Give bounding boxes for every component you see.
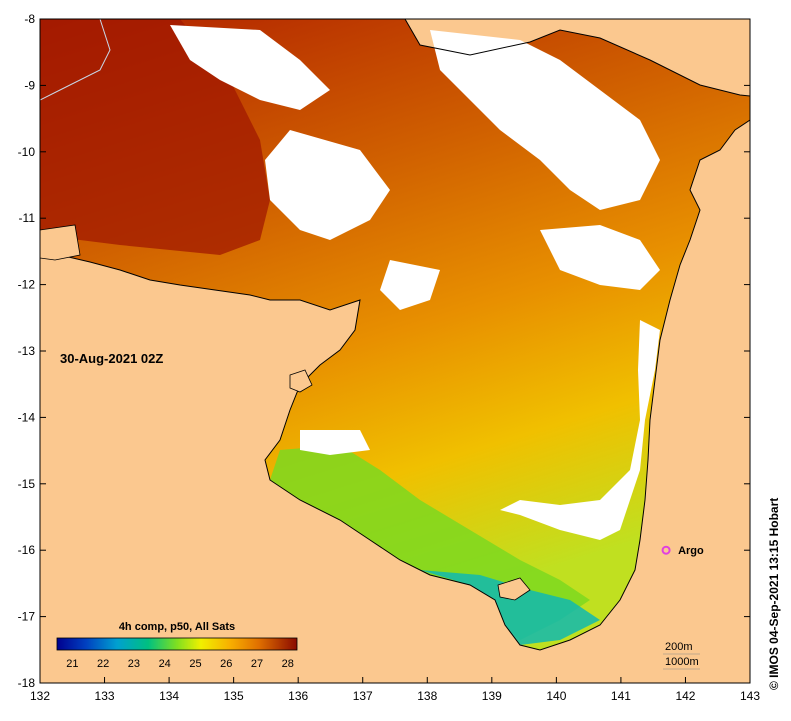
y-tick-label: -18 [18, 676, 36, 690]
sst-coolest-band [420, 570, 600, 645]
x-tick-label: 142 [675, 689, 695, 703]
y-tick-label: -16 [18, 543, 36, 557]
y-tick-label: -8 [24, 12, 35, 26]
x-tick-label: 136 [288, 689, 308, 703]
argo-label: Argo [678, 545, 704, 557]
credit-text: © IMOS 04-Sep-2021 13:15 Hobart [767, 498, 781, 690]
colorbar-label: 25 [189, 658, 201, 670]
colorbar-scale [56, 637, 298, 651]
colorbar-label: 21 [66, 658, 78, 670]
x-tick-label: 143 [740, 689, 760, 703]
island [497, 577, 531, 601]
x-tick-label: 138 [417, 689, 437, 703]
y-tick-label: -14 [18, 410, 36, 424]
x-tick-label: 133 [95, 689, 115, 703]
contour-1000m-label: 1000m [665, 656, 699, 668]
y-tick-label: -9 [24, 78, 35, 92]
cloud-mask [500, 320, 660, 540]
sst-warm-core [40, 19, 270, 255]
x-tick-label: 140 [546, 689, 566, 703]
colorbar-labels: 21 22 23 24 25 26 27 28 [66, 658, 294, 670]
cloud-mask [430, 30, 660, 210]
colorbar-title: 4h comp, p50, All Sats [119, 621, 235, 633]
y-tick-label: -17 [18, 610, 36, 624]
x-tick-label: 135 [224, 689, 244, 703]
colorbar: 4h comp, p50, All Sats 21 22 23 24 25 26 27 28 [56, 621, 298, 670]
contour-200m-label: 200m [665, 641, 693, 653]
colorbar-label: 27 [251, 658, 263, 670]
coastline [40, 19, 750, 651]
y-tick-label: -15 [18, 477, 36, 491]
argo-icon [661, 545, 671, 555]
colorbar-label: 28 [282, 658, 294, 670]
x-tick-label: 134 [159, 689, 179, 703]
island [289, 369, 313, 393]
colorbar-label: 22 [97, 658, 109, 670]
x-tick-label: 141 [611, 689, 631, 703]
cloud-mask [300, 430, 370, 455]
y-axis: -8 -9 -10 -11 -12 -13 -14 -15 -16 -17 -18 [18, 12, 750, 690]
y-tick-label: -13 [18, 344, 36, 358]
colorbar-label: 23 [128, 658, 140, 670]
cloud-mask [380, 260, 440, 310]
cloud-mask [265, 130, 390, 240]
boundary-line [40, 19, 111, 101]
island [40, 224, 81, 261]
x-axis: 132 133 134 135 136 137 138 139 140 141 142 143 [30, 677, 760, 703]
x-tick-label: 132 [30, 689, 50, 703]
x-tick-label: 139 [482, 689, 502, 703]
contour-legend: 200m 1000m [663, 641, 700, 670]
cloud-mask [540, 225, 660, 290]
y-tick-label: -11 [19, 211, 36, 225]
date-label: 30-Aug-2021 02Z [60, 351, 163, 366]
y-tick-label: -12 [18, 278, 36, 292]
colorbar-label: 26 [220, 658, 232, 670]
cloud-mask [170, 25, 330, 110]
argo-float-marker: Argo [661, 545, 704, 557]
x-tick-label: 137 [353, 689, 373, 703]
colorbar-label: 24 [159, 658, 171, 670]
y-tick-label: -10 [18, 145, 36, 159]
